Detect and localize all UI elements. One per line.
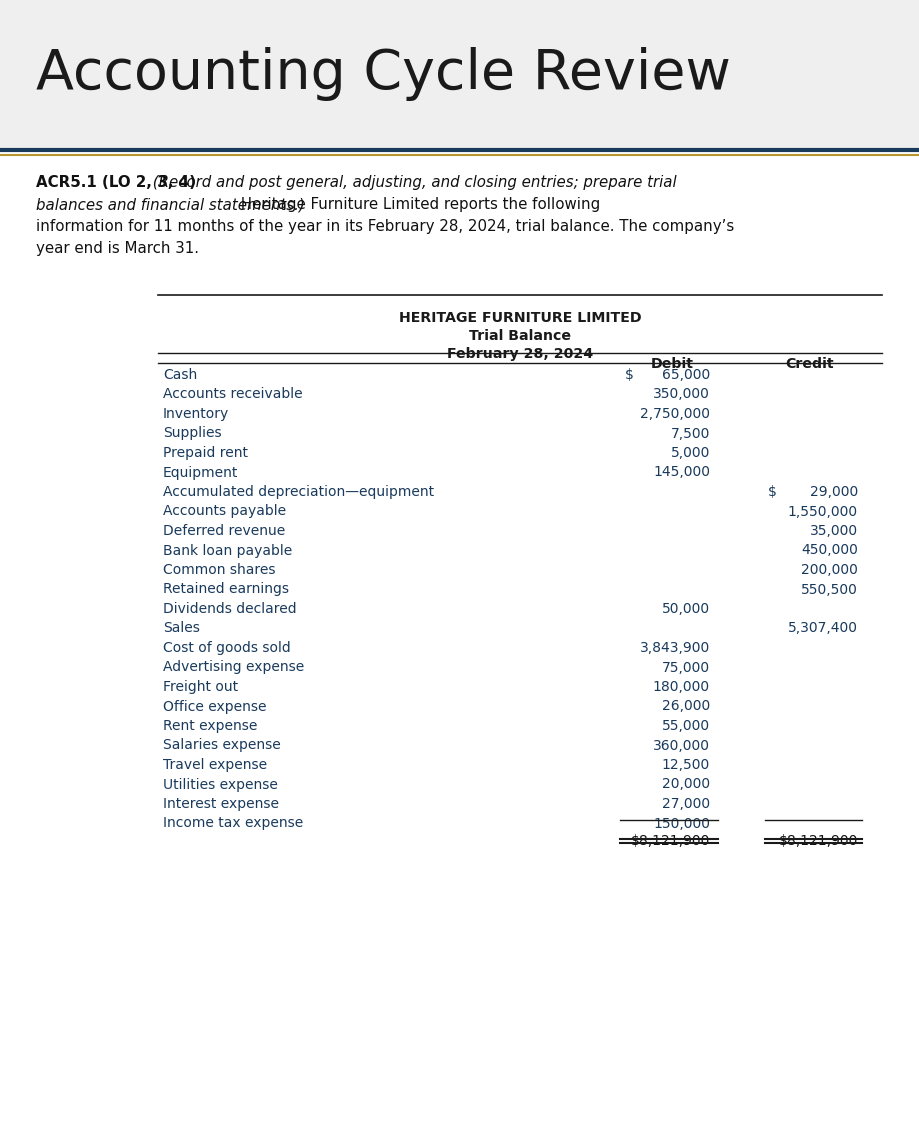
Text: 1,550,000: 1,550,000 — [788, 504, 858, 519]
Text: Supplies: Supplies — [163, 427, 221, 440]
Text: 150,000: 150,000 — [653, 816, 710, 831]
Text: Freight out: Freight out — [163, 680, 238, 693]
Text: 550,500: 550,500 — [801, 582, 858, 597]
Bar — [0, 0, 919, 148]
Text: Prepaid rent: Prepaid rent — [163, 446, 248, 460]
Text: Interest expense: Interest expense — [163, 797, 279, 812]
Text: 26,000: 26,000 — [662, 699, 710, 714]
Text: 20,000: 20,000 — [662, 777, 710, 791]
Text: Cash: Cash — [163, 368, 198, 382]
Text: Office expense: Office expense — [163, 699, 267, 714]
Text: 350,000: 350,000 — [653, 387, 710, 402]
Text: 12,500: 12,500 — [662, 758, 710, 772]
Text: balances and financial statements.): balances and financial statements.) — [36, 197, 305, 212]
Text: 180,000: 180,000 — [652, 680, 710, 693]
Text: ACR5.1 (LO 2, 3, 4): ACR5.1 (LO 2, 3, 4) — [36, 175, 196, 190]
Text: 50,000: 50,000 — [662, 602, 710, 616]
Text: 29,000: 29,000 — [810, 485, 858, 499]
Text: HERITAGE FURNITURE LIMITED: HERITAGE FURNITURE LIMITED — [399, 311, 641, 325]
Text: $8,121,900: $8,121,900 — [630, 834, 710, 848]
Text: 145,000: 145,000 — [653, 465, 710, 479]
Text: Equipment: Equipment — [163, 465, 238, 479]
Text: Accumulated depreciation—equipment: Accumulated depreciation—equipment — [163, 485, 434, 499]
Text: Accounting Cycle Review: Accounting Cycle Review — [36, 47, 731, 101]
Text: Salaries expense: Salaries expense — [163, 739, 280, 753]
Text: Dividends declared: Dividends declared — [163, 602, 297, 616]
Text: 2,750,000: 2,750,000 — [640, 407, 710, 421]
Text: Credit: Credit — [786, 358, 834, 371]
Text: Debit: Debit — [651, 358, 694, 371]
Text: Accounts receivable: Accounts receivable — [163, 387, 302, 402]
Text: Trial Balance: Trial Balance — [469, 329, 571, 343]
Text: 3,843,900: 3,843,900 — [640, 641, 710, 655]
Text: Income tax expense: Income tax expense — [163, 816, 303, 831]
Text: $: $ — [625, 368, 634, 382]
Text: Rent expense: Rent expense — [163, 718, 257, 733]
Text: $: $ — [768, 485, 777, 499]
Text: 360,000: 360,000 — [653, 739, 710, 753]
Text: 5,307,400: 5,307,400 — [788, 622, 858, 636]
Text: Heritage Furniture Limited reports the following: Heritage Furniture Limited reports the f… — [236, 197, 600, 212]
Text: 75,000: 75,000 — [662, 661, 710, 674]
Text: Sales: Sales — [163, 622, 199, 636]
Text: year end is March 31.: year end is March 31. — [36, 241, 199, 257]
Text: Utilities expense: Utilities expense — [163, 777, 278, 791]
Text: 35,000: 35,000 — [810, 524, 858, 538]
Text: 7,500: 7,500 — [671, 427, 710, 440]
Text: 65,000: 65,000 — [662, 368, 710, 382]
Text: 450,000: 450,000 — [801, 544, 858, 557]
Text: Deferred revenue: Deferred revenue — [163, 524, 285, 538]
Text: (Record and post general, adjusting, and closing entries; prepare trial: (Record and post general, adjusting, and… — [148, 175, 676, 190]
Text: February 28, 2024: February 28, 2024 — [447, 347, 593, 361]
Text: 55,000: 55,000 — [662, 718, 710, 733]
Text: 200,000: 200,000 — [801, 563, 858, 577]
Text: Accounts payable: Accounts payable — [163, 504, 286, 519]
Text: Inventory: Inventory — [163, 407, 229, 421]
Text: 5,000: 5,000 — [671, 446, 710, 460]
Text: Bank loan payable: Bank loan payable — [163, 544, 292, 557]
Text: Travel expense: Travel expense — [163, 758, 267, 772]
Text: 27,000: 27,000 — [662, 797, 710, 812]
Text: Cost of goods sold: Cost of goods sold — [163, 641, 290, 655]
Text: Retained earnings: Retained earnings — [163, 582, 289, 597]
Text: $8,121,900: $8,121,900 — [778, 834, 858, 848]
Text: information for 11 months of the year in its February 28, 2024, trial balance. T: information for 11 months of the year in… — [36, 219, 734, 234]
Text: Advertising expense: Advertising expense — [163, 661, 304, 674]
Text: Common shares: Common shares — [163, 563, 276, 577]
